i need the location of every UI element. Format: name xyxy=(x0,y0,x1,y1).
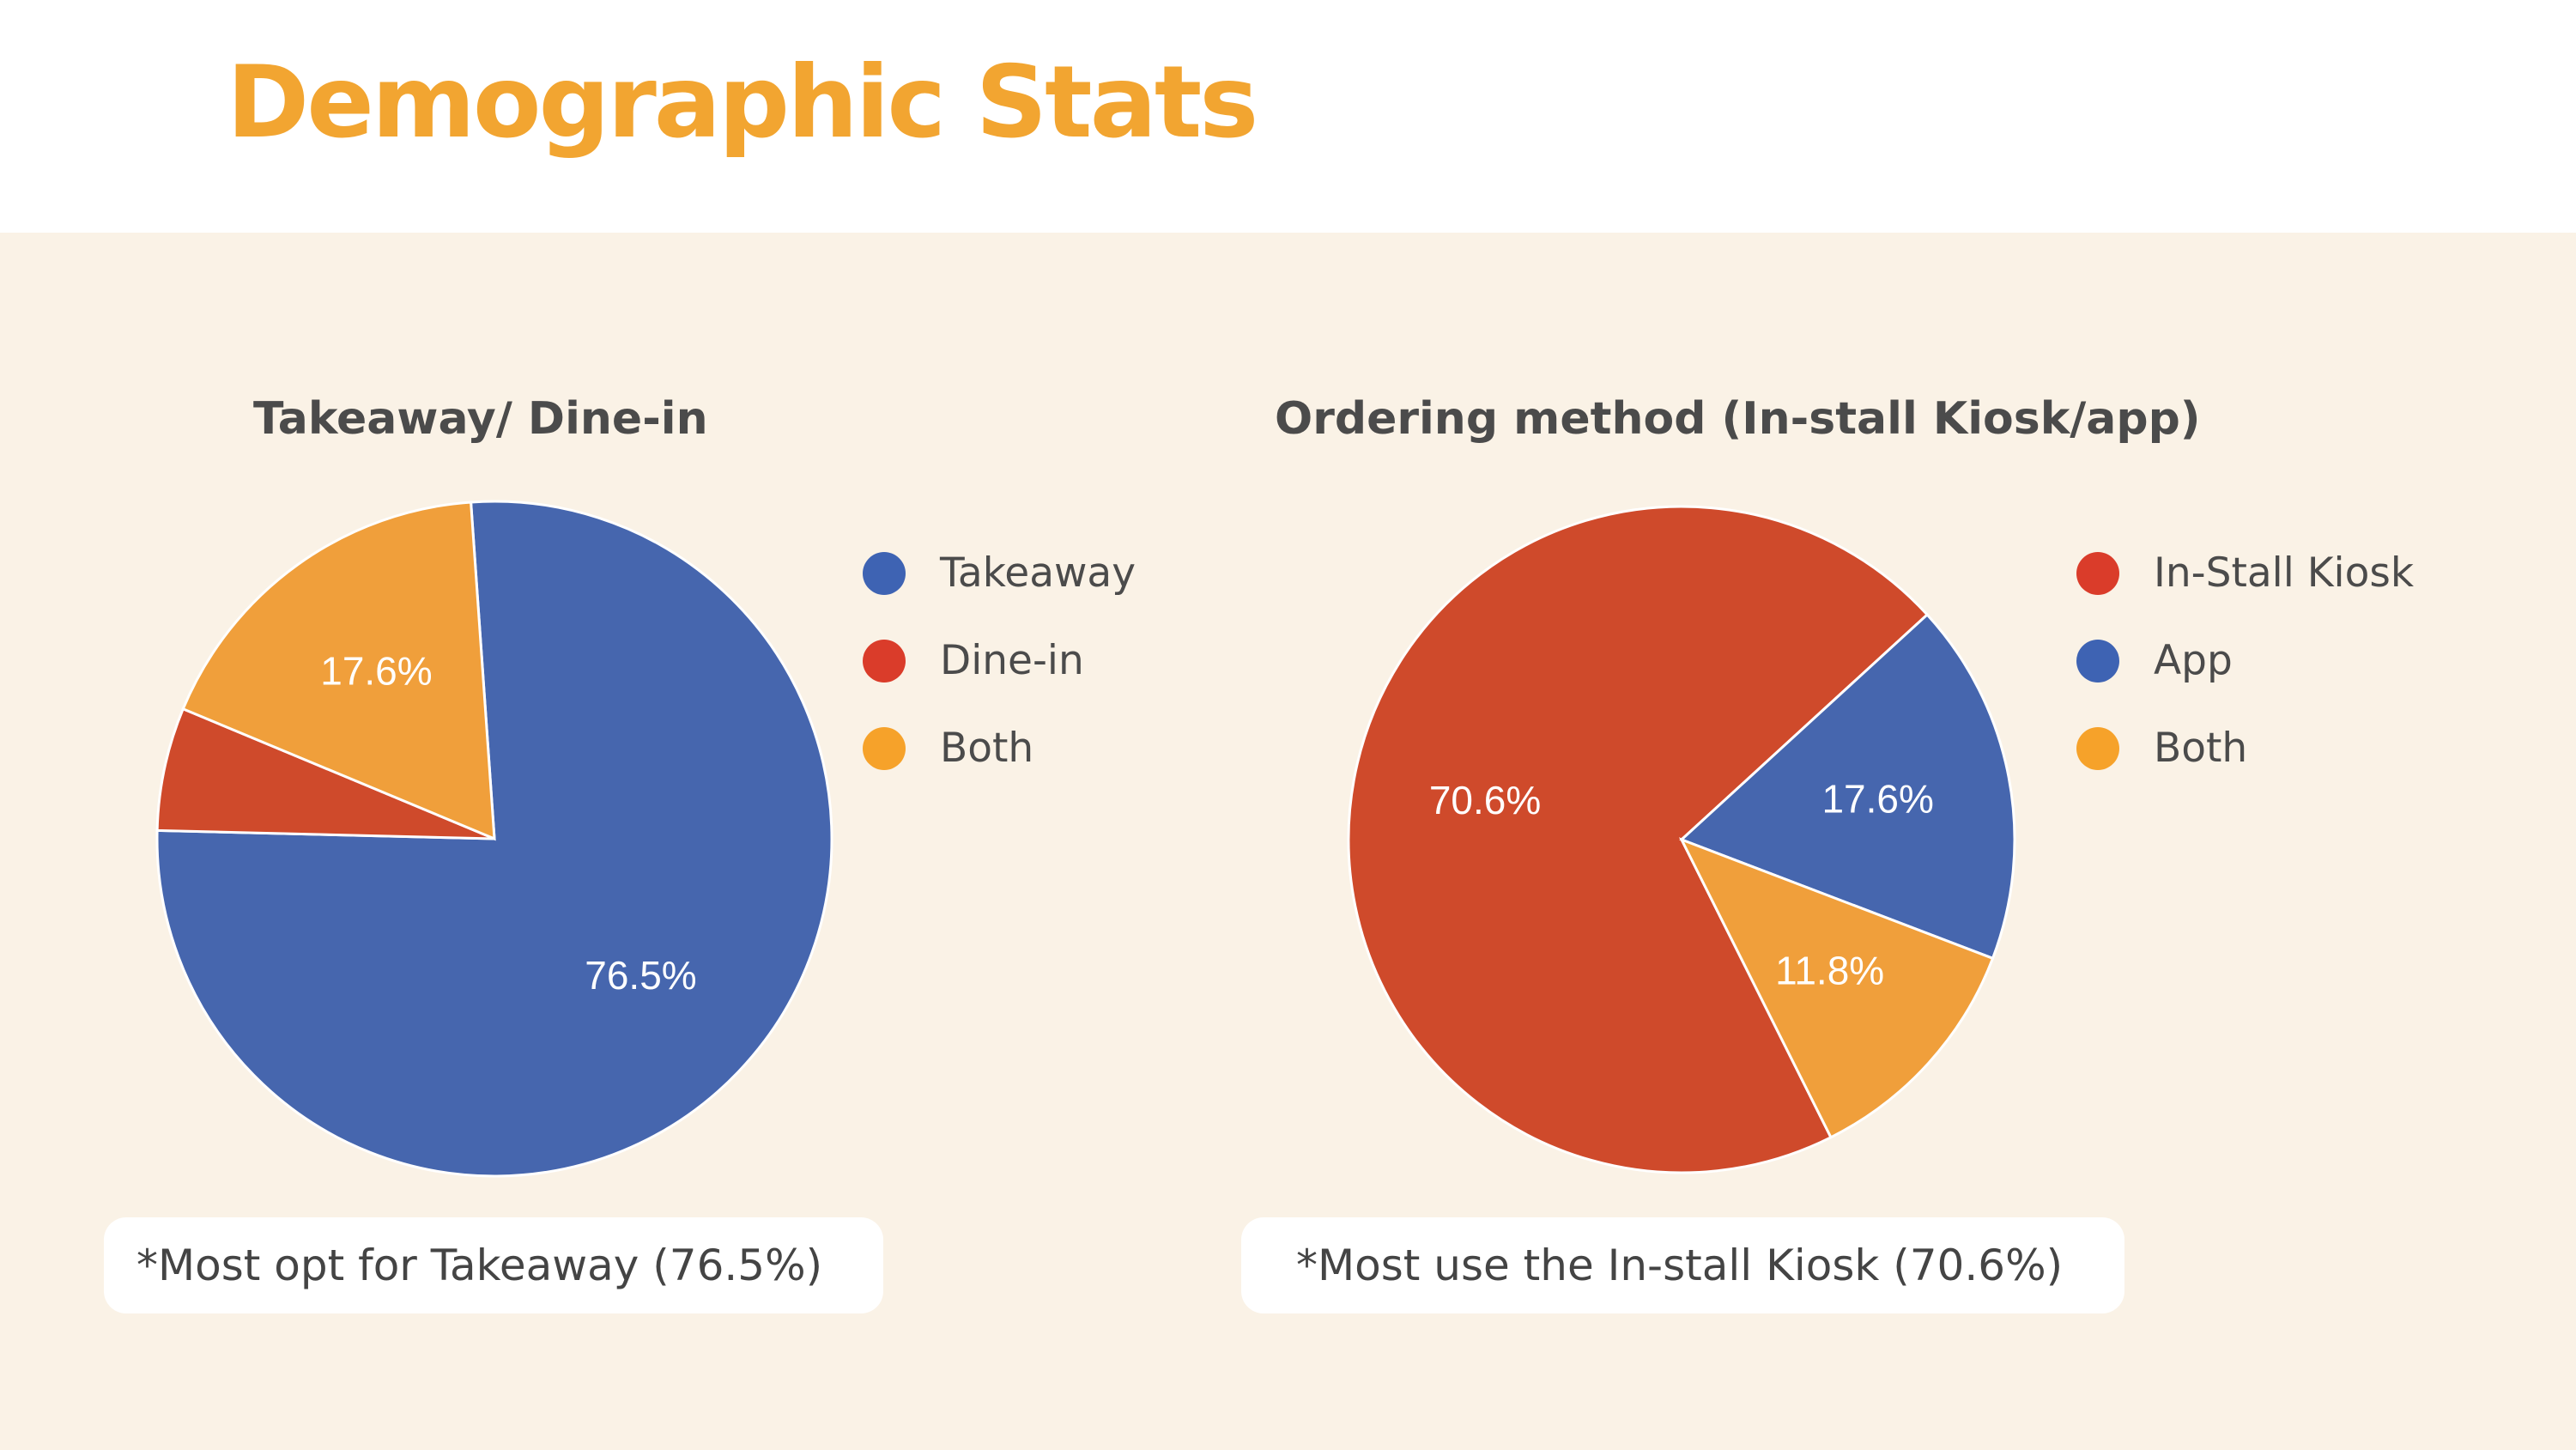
chart-1-title: Takeaway/ Dine-in xyxy=(253,393,708,445)
header: Demographic Stats xyxy=(0,0,2576,233)
legend-swatch-app xyxy=(2076,640,2119,683)
chart-2-pie: 70.6% 17.6% 11.8% xyxy=(1347,505,2016,1174)
chart-1-note: *Most opt for Takeaway (76.5%) xyxy=(136,1241,823,1290)
legend-swatch-both xyxy=(2076,727,2119,770)
slice-label-takeaway: 76.5% xyxy=(585,953,696,998)
slice-label-app: 17.6% xyxy=(1821,777,1933,822)
pie-slice-in-stall-kiosk xyxy=(1347,505,1930,1174)
page-title: Demographic Stats xyxy=(227,45,1258,161)
legend-swatch-both xyxy=(863,727,906,770)
chart-2-note: *Most use the In-stall Kiosk (70.6%) xyxy=(1296,1241,2064,1290)
pie-slice-both xyxy=(1678,837,1995,1139)
legend-swatch-takeaway xyxy=(863,552,906,595)
chart-1-note-box: *Most opt for Takeaway (76.5%) xyxy=(104,1217,883,1313)
legend-label-in-stall-kiosk: In-Stall Kiosk xyxy=(2154,549,2415,597)
chart-1-pie: 76.5% 17.6% xyxy=(155,500,833,1178)
chart-2-title: Ordering method (In-stall Kiosk/app) xyxy=(1275,393,2201,445)
legend-label-dine-in: Dine-in xyxy=(940,637,1084,684)
slice-label-both: 11.8% xyxy=(1775,948,1884,992)
legend-swatch-in-stall-kiosk xyxy=(2076,552,2119,595)
slice-label-both: 17.6% xyxy=(320,649,432,694)
legend-label-takeaway: Takeaway xyxy=(940,549,1136,597)
legend-label-app: App xyxy=(2154,637,2233,684)
slice-label-in-stall-kiosk: 70.6% xyxy=(1429,778,1541,822)
pie-slice-app xyxy=(1679,612,2016,961)
chart-2-note-box: *Most use the In-stall Kiosk (70.6%) xyxy=(1241,1217,2124,1313)
legend-swatch-dine-in xyxy=(863,640,906,683)
pie-slice-both xyxy=(181,501,496,841)
legend-label-both: Both xyxy=(940,725,1034,772)
legend-label-both: Both xyxy=(2154,725,2248,772)
pie-slice-dine-in xyxy=(155,707,495,840)
